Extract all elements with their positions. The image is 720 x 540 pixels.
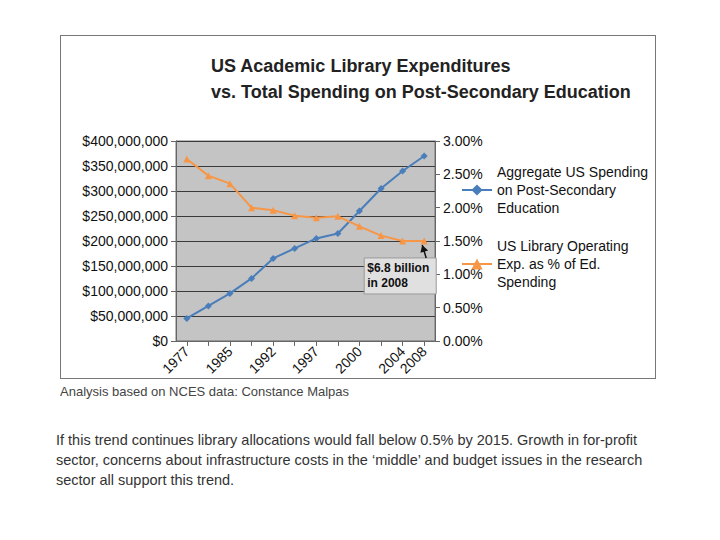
svg-text:US Library Operating: US Library Operating — [497, 238, 632, 254]
svg-text:1992: 1992 — [245, 343, 278, 376]
svg-text:on Post-Secondary: on Post-Secondary — [497, 182, 620, 198]
svg-text:$200,000,000: $200,000,000 — [82, 233, 168, 249]
svg-text:Education: Education — [497, 200, 559, 216]
svg-text:0.50%: 0.50% — [443, 300, 483, 316]
svg-text:$400,000,000: $400,000,000 — [82, 133, 168, 149]
svg-text:1.00%: 1.00% — [443, 266, 483, 283]
svg-text:2008: 2008 — [397, 343, 430, 376]
svg-text:2000: 2000 — [332, 343, 365, 376]
html-text:If this trend continues librar: If this trend continues library allocati… — [56, 432, 643, 488]
svg-text:1985: 1985 — [202, 343, 235, 376]
svg-text:Aggregate US Spending: Aggregate US Spending — [497, 164, 652, 180]
svg-text:2004: 2004 — [375, 343, 409, 377]
svg-text:0.00%: 0.00% — [443, 333, 483, 349]
svg-text:$100,000,000: $100,000,000 — [82, 283, 168, 299]
svg-text:$50,000,000: $50,000,000 — [90, 308, 168, 324]
svg-text:US Academic Library Expenditur: US Academic Library Expenditures — [211, 56, 510, 76]
svg-text:1.50%: 1.50% — [443, 233, 483, 249]
svg-text:$150,000,000: $150,000,000 — [82, 258, 168, 274]
svg-text:1997: 1997 — [289, 343, 322, 376]
svg-text:Spending: Spending — [497, 274, 556, 290]
svg-text:$350,000,000: $350,000,000 — [82, 158, 168, 174]
svg-text:3.00%: 3.00% — [443, 133, 483, 149]
svg-text:vs. Total Spending on Post-Sec: vs. Total Spending on Post-Secondary Edu… — [211, 82, 631, 102]
svg-text:$250,000,000: $250,000,000 — [82, 208, 168, 224]
svg-text:$0: $0 — [152, 333, 168, 349]
svg-text:2.50%: 2.50% — [443, 166, 483, 182]
html-text:Analysis based on NCES data: C: Analysis based on NCES data: Constance M… — [60, 384, 349, 399]
svg-text:$6.8 billion: $6.8 billion — [367, 261, 429, 275]
svg-text:in 2008: in 2008 — [367, 276, 408, 290]
svg-text:Exp. as % of Ed.: Exp. as % of Ed. — [497, 256, 604, 272]
svg-text:$300,000,000: $300,000,000 — [82, 183, 168, 199]
svg-text:2.00%: 2.00% — [443, 200, 483, 216]
svg-text:1977: 1977 — [159, 343, 192, 376]
